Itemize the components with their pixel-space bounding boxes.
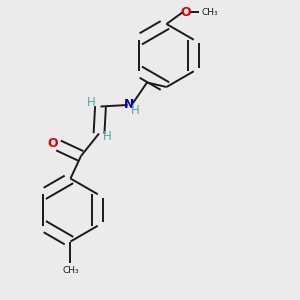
Text: H: H: [130, 104, 140, 117]
Text: H: H: [86, 95, 95, 109]
Text: CH₃: CH₃: [62, 266, 79, 275]
Text: CH₃: CH₃: [202, 8, 218, 16]
Text: N: N: [124, 98, 134, 111]
Text: O: O: [48, 136, 58, 150]
Text: O: O: [181, 5, 191, 19]
Text: H: H: [103, 130, 112, 143]
